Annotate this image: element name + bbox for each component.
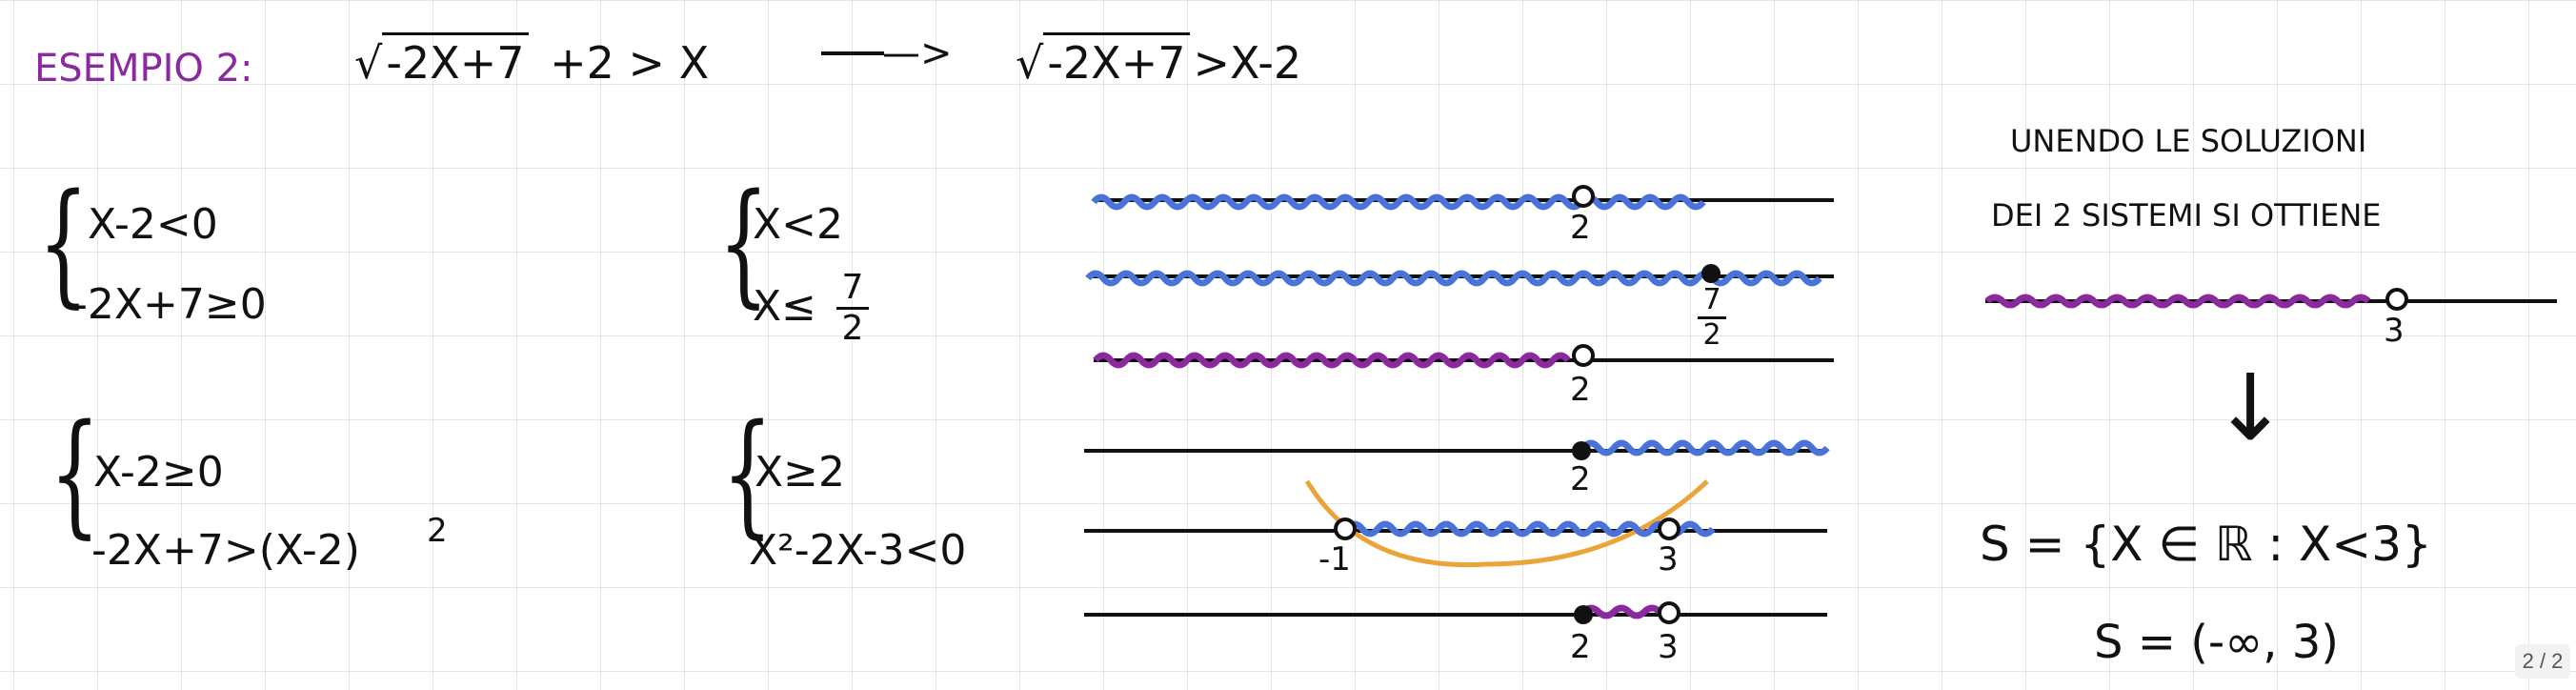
solution-squiggle-5	[1344, 520, 1716, 538]
open-point-2b	[1572, 344, 1595, 367]
number-line-3	[1093, 344, 1834, 369]
line2-label-7-2: 7 2	[1698, 286, 1726, 350]
page-counter: 2 / 2	[2515, 644, 2570, 679]
final-squiggle	[1984, 294, 2371, 309]
final-open-point-3	[2385, 288, 2408, 311]
number-line-5	[1084, 479, 1827, 568]
brace-system1: {	[37, 166, 90, 321]
line6-label-2: 2	[1570, 628, 1591, 666]
brace-system2: {	[49, 396, 101, 552]
closed-point-7-2	[1701, 264, 1721, 283]
system2-simplified-line2: X²-2X-3<0	[749, 526, 967, 575]
solution-set: S = {X ∈ ℝ : X<3}	[1980, 517, 2432, 572]
system1-line2: -2X+7≥0	[72, 280, 267, 329]
system2-line1: X-2≥0	[93, 448, 224, 497]
system2-line2: -2X+7>(X-2)	[91, 526, 360, 575]
line5-label-3: 3	[1658, 540, 1679, 578]
solution-squiggle-3	[1093, 352, 1571, 369]
closed-point-2	[1572, 441, 1591, 460]
open-point-3	[1658, 518, 1680, 540]
solution-squiggle-4	[1580, 439, 1830, 457]
system1-line1: X-2<0	[88, 200, 218, 249]
line4-label-2: 2	[1570, 460, 1591, 498]
system1-simplified-line1: X<2	[753, 200, 844, 249]
number-line-1	[1091, 185, 1834, 211]
brace-system2-simplified: {	[721, 396, 774, 552]
original-inequality: √-2X+7 +2 > X	[354, 32, 709, 89]
number-line-2	[1085, 264, 1834, 287]
system2-simplified-line1: X≥2	[755, 448, 846, 497]
solution-squiggle-1	[1091, 193, 1706, 211]
number-line-6	[1084, 601, 1827, 624]
example-title: ESEMPIO 2:	[34, 47, 253, 91]
number-line-4	[1084, 439, 1830, 460]
solution-squiggle-2	[1085, 270, 1822, 287]
system2-line2-exponent: 2	[427, 512, 448, 550]
final-number-line	[1984, 288, 2557, 311]
conclusion-line2: DEI 2 SISTEMI SI OTTIENE	[1991, 197, 2382, 233]
down-arrow-icon: ↓	[2212, 355, 2289, 461]
final-line-label-3: 3	[2384, 312, 2405, 350]
conclusion-line1: UNENDO LE SOLUZIONI	[2010, 123, 2367, 159]
open-point-3b	[1658, 601, 1680, 624]
fraction-7-2: 7 2	[836, 271, 869, 346]
rewritten-inequality: √-2X+7 >X-2	[1016, 32, 1301, 89]
line1-label-2: 2	[1570, 209, 1591, 247]
closed-point-2c	[1574, 605, 1593, 624]
system1-simplified-line2: X≤	[753, 282, 817, 331]
open-point-minus1	[1334, 518, 1357, 540]
solution-interval: S = (-∞, 3)	[2094, 616, 2340, 669]
line6-label-3: 3	[1658, 628, 1679, 666]
open-point-2	[1572, 185, 1595, 208]
line3-label-2: 2	[1570, 371, 1591, 409]
brace-system1-simplified: {	[717, 166, 770, 321]
line5-label-minus1: -1	[1318, 540, 1351, 578]
implies-arrow: —>	[882, 31, 953, 75]
solution-squiggle-6	[1580, 604, 1662, 619]
